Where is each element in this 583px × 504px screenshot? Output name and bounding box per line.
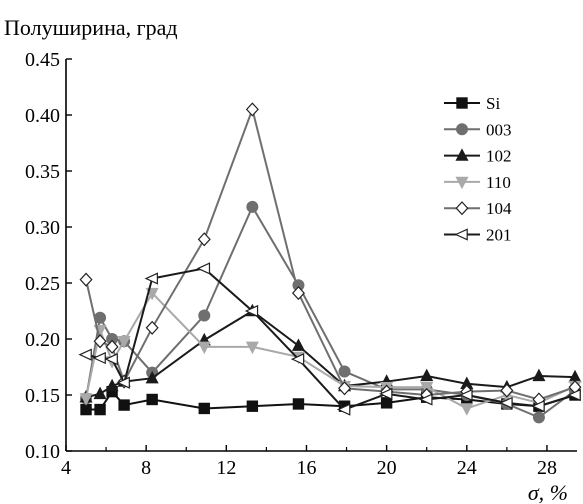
y-axis-label: Полуширина, град: [4, 15, 178, 40]
data-point-110: [79, 393, 93, 406]
data-point-104: [245, 102, 259, 117]
legend: Si 003 102 110 104 201: [444, 94, 512, 245]
data-point-110: [460, 403, 474, 416]
x-tick-label: 12: [216, 457, 236, 479]
data-point-104: [500, 383, 514, 398]
data-point-201: [419, 393, 433, 406]
data-point-104: [79, 272, 93, 287]
y-tick-label: 0.25: [25, 273, 60, 295]
legend-label: Si: [486, 94, 500, 113]
x-axis-label: σ, %: [528, 480, 568, 504]
series-line-201: [85, 267, 576, 411]
data-point-Si: [246, 400, 259, 412]
data-point-201: [290, 353, 305, 366]
y-tick-label: 0.15: [25, 385, 60, 407]
data-point-003: [246, 200, 259, 213]
data-point-201: [499, 396, 513, 409]
y-tick-label: 0.45: [25, 49, 60, 71]
data-point-201: [459, 388, 473, 402]
data-point-Si: [94, 403, 106, 416]
legend-label: 104: [486, 199, 512, 218]
series-line-102: [85, 309, 576, 399]
data-point-003: [338, 365, 351, 378]
data-point-201: [144, 272, 158, 285]
legend-label: 110: [486, 173, 511, 192]
data-point-201: [336, 403, 351, 416]
x-tick-label: 20: [377, 457, 397, 479]
legend-label: 003: [486, 120, 512, 139]
data-point-102: [291, 338, 305, 351]
legend-item-110: 110: [444, 173, 511, 192]
data-point-201: [567, 388, 581, 402]
y-ticks: 0.10 0.15 0.20 0.25 0.30 0.35 0.40 0.45: [25, 49, 72, 463]
data-point-102: [420, 368, 434, 382]
data-point-201: [531, 400, 545, 413]
series-201: [78, 262, 581, 416]
legend-item-102: 102: [444, 147, 512, 166]
data-point-102: [532, 368, 546, 382]
y-tick-label: 0.40: [25, 105, 60, 127]
legend-marker: [456, 97, 468, 109]
x-tick-label: 16: [296, 457, 316, 479]
data-point-003: [532, 411, 545, 424]
data-point-104: [291, 285, 305, 301]
x-ticks: 4 8 12 16 20 24 28: [61, 445, 557, 479]
data-point-104: [338, 381, 352, 396]
data-point-104: [145, 320, 159, 335]
data-point-Si: [380, 397, 393, 409]
data-point-201: [244, 304, 259, 318]
data-point-201: [92, 351, 106, 365]
data-point-Si: [292, 398, 305, 410]
data-point-110: [197, 341, 211, 355]
legend-marker: [456, 123, 468, 136]
x-tick-label: 8: [141, 457, 151, 479]
data-point-201: [116, 376, 130, 389]
legend-marker: [455, 201, 469, 216]
axes: [65, 59, 577, 452]
legend-marker: [455, 176, 469, 190]
y-tick-label: 0.35: [25, 161, 60, 183]
x-tick-label: 28: [537, 457, 557, 479]
x-tick-label: 4: [61, 457, 71, 479]
y-tick-label: 0.20: [25, 329, 60, 351]
legend-label: 201: [486, 226, 512, 245]
data-point-110: [420, 381, 434, 395]
legend-label: 102: [486, 147, 512, 166]
data-point-102: [105, 378, 119, 392]
data-point-Si: [198, 402, 210, 415]
legend-item-003: 003: [444, 120, 512, 139]
data-point-104: [197, 232, 211, 247]
data-point-102: [145, 370, 159, 384]
legend-item-201: 201: [444, 226, 512, 245]
series-104: [79, 102, 582, 407]
series-layer: [78, 102, 582, 424]
y-tick-label: 0.30: [25, 217, 60, 239]
data-point-110: [117, 336, 131, 349]
data-point-201: [78, 348, 92, 361]
x-tick-label: 24: [457, 457, 477, 479]
data-point-Si: [118, 399, 130, 411]
data-point-Si: [146, 393, 158, 406]
data-point-104: [93, 334, 107, 349]
data-point-Si: [80, 403, 92, 416]
legend-item-Si: Si: [444, 94, 500, 113]
data-point-102: [93, 386, 107, 400]
legend-item-104: 104: [444, 199, 512, 218]
data-point-104: [105, 339, 119, 354]
data-point-201: [378, 387, 393, 401]
legend-marker: [455, 148, 469, 161]
legend-marker: [454, 228, 468, 241]
y-tick-label: 0.10: [25, 441, 60, 463]
data-point-110: [245, 341, 259, 355]
data-point-201: [196, 262, 211, 275]
data-point-201: [104, 353, 118, 366]
data-point-003: [198, 309, 211, 322]
